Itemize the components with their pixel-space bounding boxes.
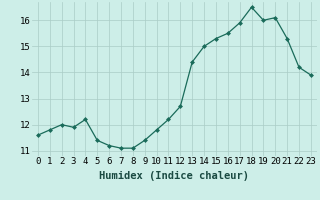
X-axis label: Humidex (Indice chaleur): Humidex (Indice chaleur) (100, 171, 249, 181)
